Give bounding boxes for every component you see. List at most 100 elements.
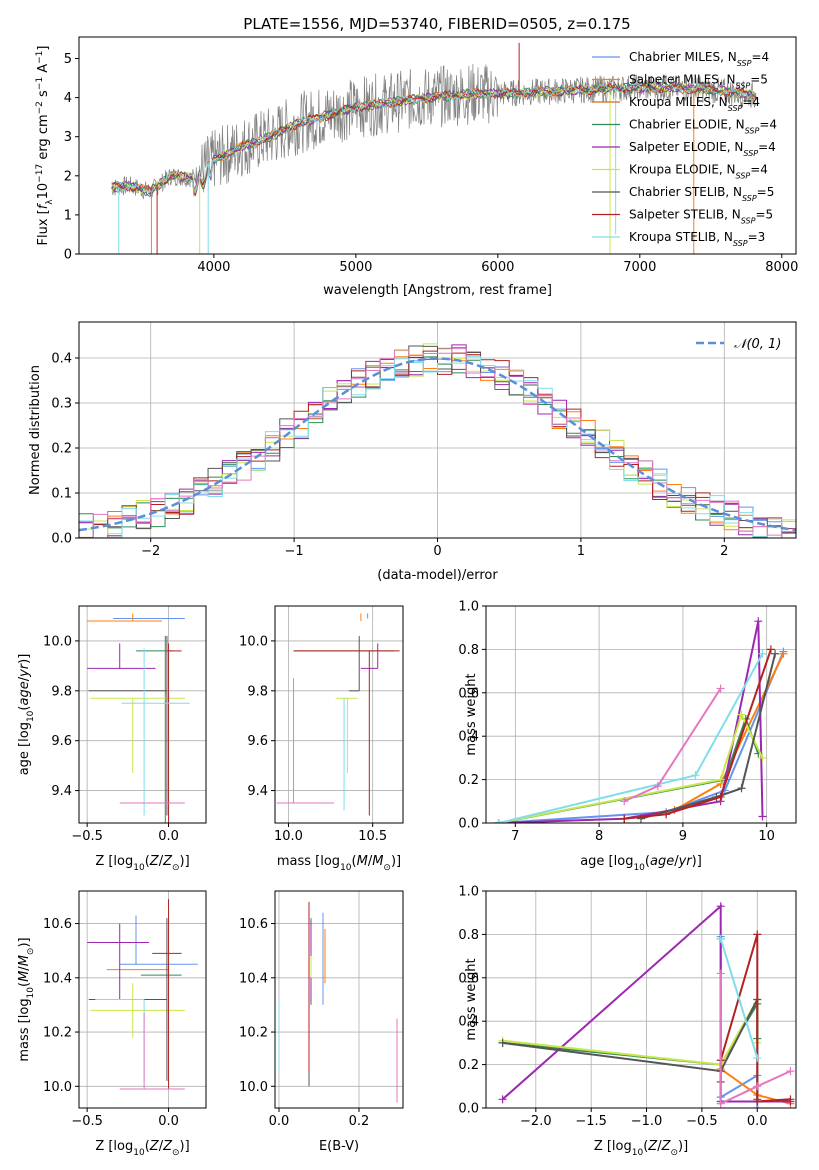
weight-marker [753, 1097, 762, 1106]
age_vs_mass-panel: 10.0 10.5 9.4 9.6 9.8 10.0 mass [log10(M/M⊙)] [239, 605, 404, 873]
weight-series [494, 710, 767, 823]
mass_vs_EBV-panel: 0.0 0.2 10.0 10.2 10.4 10.6 [239, 890, 404, 1129]
age_vs_Z-xlabel: Z [log10(Z/Z⊙)] [95, 854, 189, 873]
x-tick-label: 0 [433, 544, 441, 559]
y-tick-label: 3 [64, 130, 72, 145]
y-tick-label: 0.8 [458, 928, 479, 943]
y-tick-label: 10.0 [43, 1080, 72, 1095]
errorbar-point [87, 613, 163, 622]
x-tick-label: −0.5 [71, 1114, 103, 1129]
y-tick-label: 0 [64, 248, 72, 263]
residuals-xlabel: (data-model)/error [377, 568, 498, 583]
x-tick-label: 10.0 [274, 829, 303, 844]
y-tick-label: 2 [64, 169, 72, 184]
x-tick-label: 0.0 [747, 1114, 768, 1129]
weight-marker [753, 1054, 762, 1063]
spectrum-xlabel: wavelength [Angstrom, rest frame] [323, 283, 552, 298]
weight-marker [758, 753, 767, 762]
x-tick-label: −0.5 [71, 829, 103, 844]
errorbar-point [168, 643, 182, 823]
figure-title: PLATE=1556, MJD=53740, FIBERID=0505, z=0… [243, 15, 630, 33]
weight_vs_age-ylabel: mass weight [464, 673, 479, 755]
y-tick-label: 0.0 [458, 1102, 479, 1117]
weight-series [716, 930, 795, 1106]
legend-label: 𝒩(0, 1) [734, 337, 781, 352]
histogram-series [79, 350, 796, 538]
weight-marker [771, 649, 780, 658]
weight_vs_Z-panel: −2.0 −1.5 −1.0 −0.5 0.0 0.0 0.2 0.4 0.6 0.8 1.0 Z [… [458, 885, 797, 1158]
model-line [111, 82, 757, 194]
weight-marker [716, 969, 725, 978]
x-tick-label: 6000 [481, 260, 514, 275]
errorbar-point [335, 697, 358, 774]
x-tick-label: −1.0 [631, 1114, 663, 1129]
model-line [111, 82, 757, 197]
y-tick-label: 9.4 [247, 784, 268, 799]
model-line [111, 82, 757, 198]
x-tick-label: −2 [141, 544, 160, 559]
weight-series [620, 645, 775, 823]
x-tick-label: 10 [758, 829, 775, 844]
y-tick-label: 9.4 [51, 784, 72, 799]
spectrum-panel: 4000 5000 6000 7000 8000 0 1 2 3 4 5 Chabrier MILES… [35, 36, 798, 298]
weight-marker [753, 930, 762, 939]
weight-marker [691, 771, 700, 780]
x-tick-label: 5000 [339, 260, 372, 275]
y-tick-label: 9.8 [51, 684, 72, 699]
y-tick-label: 0.6 [458, 971, 479, 986]
weight-marker [766, 645, 775, 654]
x-tick-label: 7000 [623, 260, 656, 275]
y-tick-label: 10.6 [239, 917, 268, 932]
weight-marker [653, 782, 662, 791]
y-tick-label: 0.1 [51, 487, 72, 502]
y-tick-label: 0.4 [51, 352, 72, 367]
weight-marker [786, 1067, 795, 1076]
weight-marker [737, 784, 746, 793]
x-tick-label: 0.2 [349, 1114, 370, 1129]
residuals-ylabel: Normed distribution [28, 365, 43, 495]
y-tick-label: 0.2 [51, 442, 72, 457]
mass_vs_EBV-marks [278, 901, 398, 1103]
mass_vs_Z-ylabel: mass [log10(M/M⊙)] [17, 937, 36, 1061]
histogram-series [79, 348, 796, 538]
legend-label: Kroupa MILES, NSSP=4 [629, 95, 760, 113]
weight-marker [758, 812, 767, 821]
y-tick-label: 9.6 [247, 734, 268, 749]
y-tick-label: 1.0 [458, 885, 479, 900]
y-tick-label: 9.6 [51, 734, 72, 749]
legend-label: Chabrier MILES, NSSP=4 [629, 50, 769, 68]
weight-marker [716, 1099, 725, 1108]
weight_vs_Z-ylabel: mass weight [464, 958, 479, 1040]
legend-label: Kroupa ELODIE, NSSP=4 [629, 163, 768, 181]
mass_vs_Z-frame [78, 890, 207, 1109]
y-tick-label: 10.2 [43, 1026, 72, 1041]
weight-marker [662, 810, 671, 819]
y-tick-label: 1.0 [458, 600, 479, 615]
y-tick-label: 0.3 [51, 397, 72, 412]
mass_vs_Z-panel: −0.5 0.0 10.0 10.2 10.4 10.6 Z [log10(Z/Z⊙)] ma… [17, 890, 207, 1158]
y-tick-label: 10.6 [43, 917, 72, 932]
weight_vs_Z-xlabel: Z [log10(Z/Z⊙)] [594, 1139, 688, 1158]
y-tick-label: 10.4 [239, 971, 268, 986]
residuals-panel: −2 −1 0 1 2 0.0 0.1 0.2 0.3 0.4 𝒩(0, 1) (data-model… [28, 321, 797, 583]
errorbar-point [119, 915, 198, 965]
weight-marker [753, 1082, 762, 1091]
age_vs_Z-ylabel: age [log10(age/yr)] [17, 654, 36, 776]
age_vs_Z-marks [87, 613, 190, 823]
x-tick-label: 0.0 [158, 829, 179, 844]
y-tick-label: 1 [64, 208, 72, 223]
y-tick-label: 10.4 [43, 971, 72, 986]
y-tick-label: 9.8 [247, 684, 268, 699]
y-tick-label: 0.2 [458, 1058, 479, 1073]
weight-series [498, 995, 762, 1104]
weight_vs_age-marks [494, 617, 788, 823]
weight-marker [716, 934, 725, 943]
spectrum-frame [78, 36, 797, 255]
weight-marker [498, 1095, 507, 1104]
y-tick-label: 10.0 [43, 634, 72, 649]
mass_vs_EBV-xlabel: E(B-V) [319, 1139, 359, 1154]
weight-marker [786, 1095, 795, 1104]
errorbar-point [121, 648, 190, 816]
age_vs_Z-panel: −0.5 0.0 9.4 9.6 9.8 10.0 Z [log10(Z/Z⊙)] age [… [17, 605, 207, 873]
errorbar-point [90, 983, 185, 1038]
